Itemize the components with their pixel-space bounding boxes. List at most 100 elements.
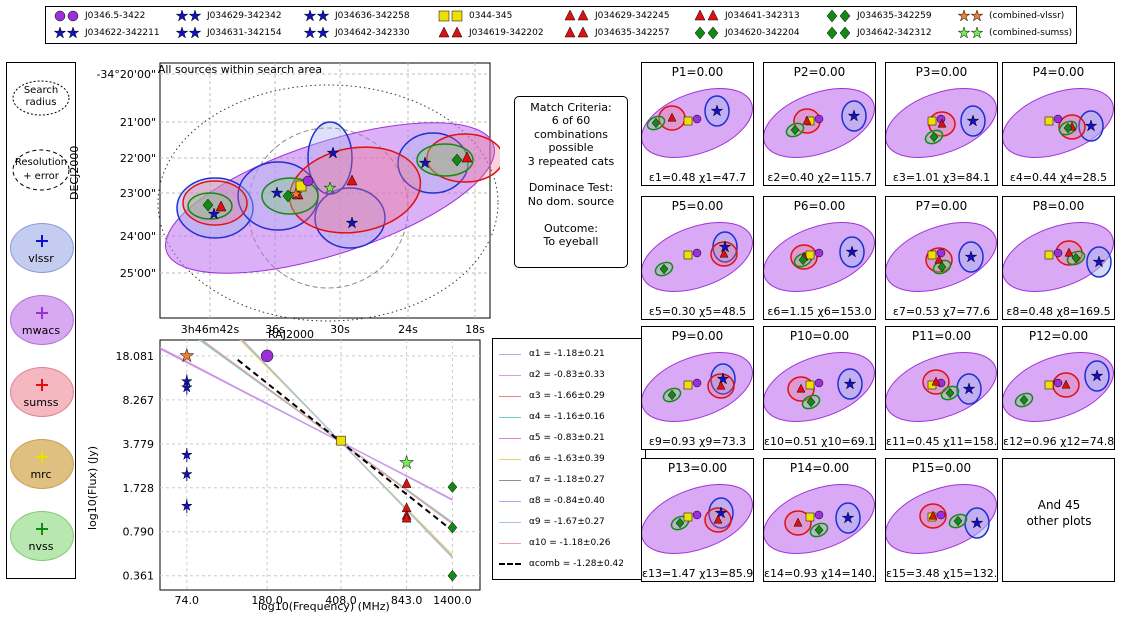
square-marker-icon bbox=[438, 10, 463, 22]
sumss-marker bbox=[802, 115, 812, 125]
sumss-marker bbox=[1064, 247, 1074, 257]
combined-fit-line bbox=[237, 359, 454, 532]
nvss-marker bbox=[1019, 394, 1029, 406]
panel-stats: ε4=0.44 χ4=28.5 bbox=[1003, 171, 1114, 184]
vlssr-marker bbox=[716, 372, 730, 385]
diamond-marker-icon bbox=[694, 26, 719, 40]
star-marker-icon bbox=[958, 26, 984, 39]
sky-ytick: 22'00" bbox=[120, 152, 156, 165]
mrc-marker bbox=[1044, 250, 1054, 260]
sky-source-marker bbox=[326, 146, 340, 159]
fit-legend-item: α2 = -0.83±0.33 bbox=[499, 370, 605, 380]
legend-label: (combined-vlssr) bbox=[989, 11, 1065, 21]
legend-label: J034642-342330 bbox=[335, 28, 410, 38]
key-label-sumss: sumss bbox=[23, 396, 59, 409]
panel-title: P4=0.00 bbox=[1032, 65, 1085, 79]
sed-point-nvss bbox=[447, 481, 458, 493]
fit-legend-item: α8 = -0.84±0.40 bbox=[499, 496, 605, 506]
sky-source-marker bbox=[207, 207, 221, 220]
sed-xlabel: log10(Frequency) (MHz) bbox=[258, 600, 390, 613]
sumss-marker bbox=[793, 517, 803, 527]
mwacs-marker bbox=[814, 248, 824, 258]
ellipse-key: Search radius Resolution + error vlssr mw… bbox=[6, 62, 76, 579]
fit-label: α1 = -1.18±0.21 bbox=[529, 349, 605, 359]
mrc-marker bbox=[683, 116, 693, 126]
fit-legend-item: α7 = -1.18±0.27 bbox=[499, 475, 605, 485]
legend-label: J034629-342245 bbox=[595, 11, 670, 21]
panel-epsilon: ε8=0.48 bbox=[1006, 305, 1054, 318]
mwacs-marker bbox=[1053, 114, 1063, 124]
fit-line-swatch bbox=[499, 374, 521, 376]
triangle-marker-icon bbox=[438, 26, 463, 38]
key-label-vlssr: vlssr bbox=[28, 252, 54, 265]
key-label-mwacs: mwacs bbox=[21, 324, 61, 337]
panel-title: P14=0.00 bbox=[789, 461, 850, 475]
sed-point-combined-sumss bbox=[398, 454, 415, 470]
vlssr-marker bbox=[843, 377, 857, 390]
panel-stats: ε15=3.48 χ15=132.5 bbox=[886, 567, 997, 580]
mrc-marker bbox=[1044, 116, 1054, 126]
sed-xtick: 180.0 bbox=[251, 594, 282, 607]
panel-title: P6=0.00 bbox=[793, 199, 846, 213]
sky-xtick: 3h46m42s bbox=[181, 323, 240, 336]
match-line bbox=[515, 168, 627, 181]
panel-epsilon: ε2=0.40 bbox=[767, 171, 815, 184]
mwacs-marker bbox=[814, 510, 824, 520]
fit-line-swatch bbox=[499, 542, 521, 544]
mrc-marker bbox=[805, 250, 815, 260]
vlssr-marker bbox=[964, 250, 978, 263]
legend-item: 0344-345 bbox=[438, 9, 512, 23]
panel-title: P13=0.00 bbox=[667, 461, 728, 475]
vlssr-marker bbox=[847, 109, 861, 122]
vlssr-marker bbox=[962, 382, 976, 395]
circle-marker-icon bbox=[54, 10, 79, 22]
combination-plot bbox=[764, 222, 875, 292]
vlssr-marker bbox=[1090, 369, 1104, 382]
combination-plot bbox=[886, 352, 997, 422]
sky-source-marker bbox=[295, 180, 307, 192]
fit-legend-item: αcomb = -1.28±0.42 bbox=[499, 559, 624, 569]
sky-plot-title: All sources within search area bbox=[157, 63, 323, 76]
mwacs-marker bbox=[814, 378, 824, 388]
sky-source-marker bbox=[270, 186, 284, 199]
nvss-marker bbox=[659, 263, 669, 275]
mwacs-marker bbox=[692, 248, 702, 258]
sky-source-marker bbox=[302, 175, 314, 187]
nvss-marker bbox=[675, 517, 685, 529]
sky-source-marker bbox=[202, 198, 214, 212]
panel-stats: ε1=0.48 χ1=47.7 bbox=[642, 171, 753, 184]
legend-item: J034642-342330 bbox=[304, 26, 410, 40]
panel-title: P12=0.00 bbox=[1028, 329, 1089, 343]
mrc-marker bbox=[805, 380, 815, 390]
panel-epsilon: ε12=0.96 bbox=[1003, 435, 1057, 448]
match-line bbox=[515, 208, 627, 221]
sed-point-nvss bbox=[447, 569, 458, 582]
sumss-marker bbox=[713, 514, 723, 524]
combination-plot bbox=[642, 484, 753, 554]
sumss-marker bbox=[667, 112, 677, 122]
mwacs-marker bbox=[692, 378, 702, 388]
panel-epsilon: ε4=0.44 bbox=[1009, 171, 1057, 184]
catalog-legend: J0346.5-3422 J034629-342342 J034636-342258… bbox=[45, 6, 1077, 44]
plus-icon bbox=[36, 451, 48, 463]
nvss-marker bbox=[814, 524, 824, 536]
vlssr-marker bbox=[1092, 255, 1106, 268]
key-ellipse-mrc bbox=[10, 439, 74, 489]
sky-ytick: -34°20'00" bbox=[96, 68, 156, 81]
panel-chi: χ2=115.7 bbox=[817, 171, 872, 184]
panel-epsilon: ε14=0.93 bbox=[764, 567, 818, 580]
vlssr-marker bbox=[710, 104, 724, 117]
legend-label: J034635-342259 bbox=[857, 11, 932, 21]
panel-chi: χ1=47.7 bbox=[699, 171, 747, 184]
combination-panel: P4=0.00 ε4=0.44 χ4=28.5 bbox=[1002, 62, 1115, 186]
sky-source-marker bbox=[461, 151, 473, 163]
match-line: Dominace Test: bbox=[528, 181, 614, 195]
fit-legend-item: α9 = -1.67±0.27 bbox=[499, 517, 605, 527]
panel-stats: ε9=0.93 χ9=73.3 bbox=[642, 435, 753, 448]
plus-icon bbox=[36, 307, 48, 319]
combination-plot bbox=[642, 88, 753, 158]
panel-epsilon: ε3=1.01 bbox=[892, 171, 940, 184]
sed-point-sumss bbox=[401, 477, 412, 488]
match-line: Outcome: bbox=[544, 221, 598, 235]
fit-line bbox=[241, 340, 453, 559]
